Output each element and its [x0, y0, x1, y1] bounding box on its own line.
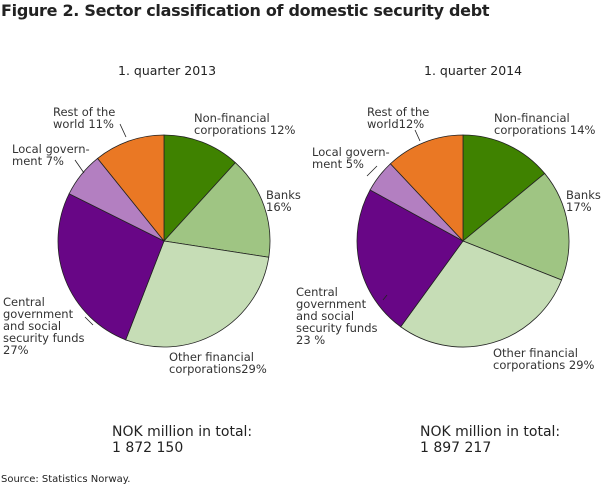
- label-leader-arrow: [382, 294, 388, 301]
- pie-1-label-non-financial: Non-financial corporations 12%: [194, 111, 296, 137]
- label-leader-arrow: [84, 316, 94, 326]
- pie-2-total-value: 1 897 217: [420, 440, 492, 456]
- pie-2-label-other-financial: Other financial corporations 29%: [493, 346, 595, 372]
- pie-1-title: 1. quarter 2013: [118, 63, 217, 78]
- pie-2-label-non-financial: Non-financial corporations 14%: [494, 111, 596, 137]
- pie-2-title: 1. quarter 2014: [424, 63, 523, 78]
- pie-2-slice-central-government-and-social-security-funds: [356, 189, 464, 328]
- pie-1-label-banks: Banks 16%: [266, 188, 301, 214]
- pie-2-slice-banks: [462, 172, 570, 281]
- pie-2-label-central-government: Central government and social security f…: [296, 285, 378, 347]
- figure-title: Figure 2. Sector classification of domes…: [1, 1, 490, 20]
- pie-2-slice-rest-of-the-world: [389, 134, 464, 243]
- pie-2-label-banks: Banks 17%: [566, 188, 601, 214]
- pie-2-slice-other-financial-corporations: [400, 240, 563, 348]
- pie-1-label-rest-of-world: Rest of the world 11%: [53, 105, 116, 131]
- pie-2-total-label: NOK million in total:: [420, 424, 561, 440]
- pie-2-label-rest-of-world: Rest of the world12%: [367, 105, 430, 131]
- source-note: Source: Statistics Norway.: [1, 474, 131, 485]
- pie-1-label-other-financial: Other financial corporations29%: [169, 350, 267, 376]
- pie-1-label-local-government: Local govern- ment 7%: [12, 142, 90, 168]
- pie-1-slice-central-government-and-social-security-funds: [57, 193, 165, 341]
- pie-2-slice-non-financial-corporations: [462, 134, 546, 242]
- label-leader-arrow: [414, 129, 421, 142]
- pie-1-slice-other-financial-corporations: [125, 240, 270, 348]
- pie-1-slice-rest-of-the-world: [96, 134, 165, 243]
- label-leader-arrow: [119, 123, 127, 138]
- pie-1-total-value: 1 872 150: [112, 440, 184, 456]
- pie-1-slice-banks: [163, 162, 271, 258]
- pie-1-slice-non-financial-corporations: [163, 134, 236, 243]
- label-leader-arrow: [74, 159, 85, 174]
- pie-1-label-central-government: Central government and social security f…: [3, 295, 85, 357]
- label-leader-arrow: [366, 165, 378, 177]
- pie-2-label-local-government: Local govern- ment 5%: [312, 145, 390, 171]
- pie-1-total-label: NOK million in total:: [112, 424, 253, 440]
